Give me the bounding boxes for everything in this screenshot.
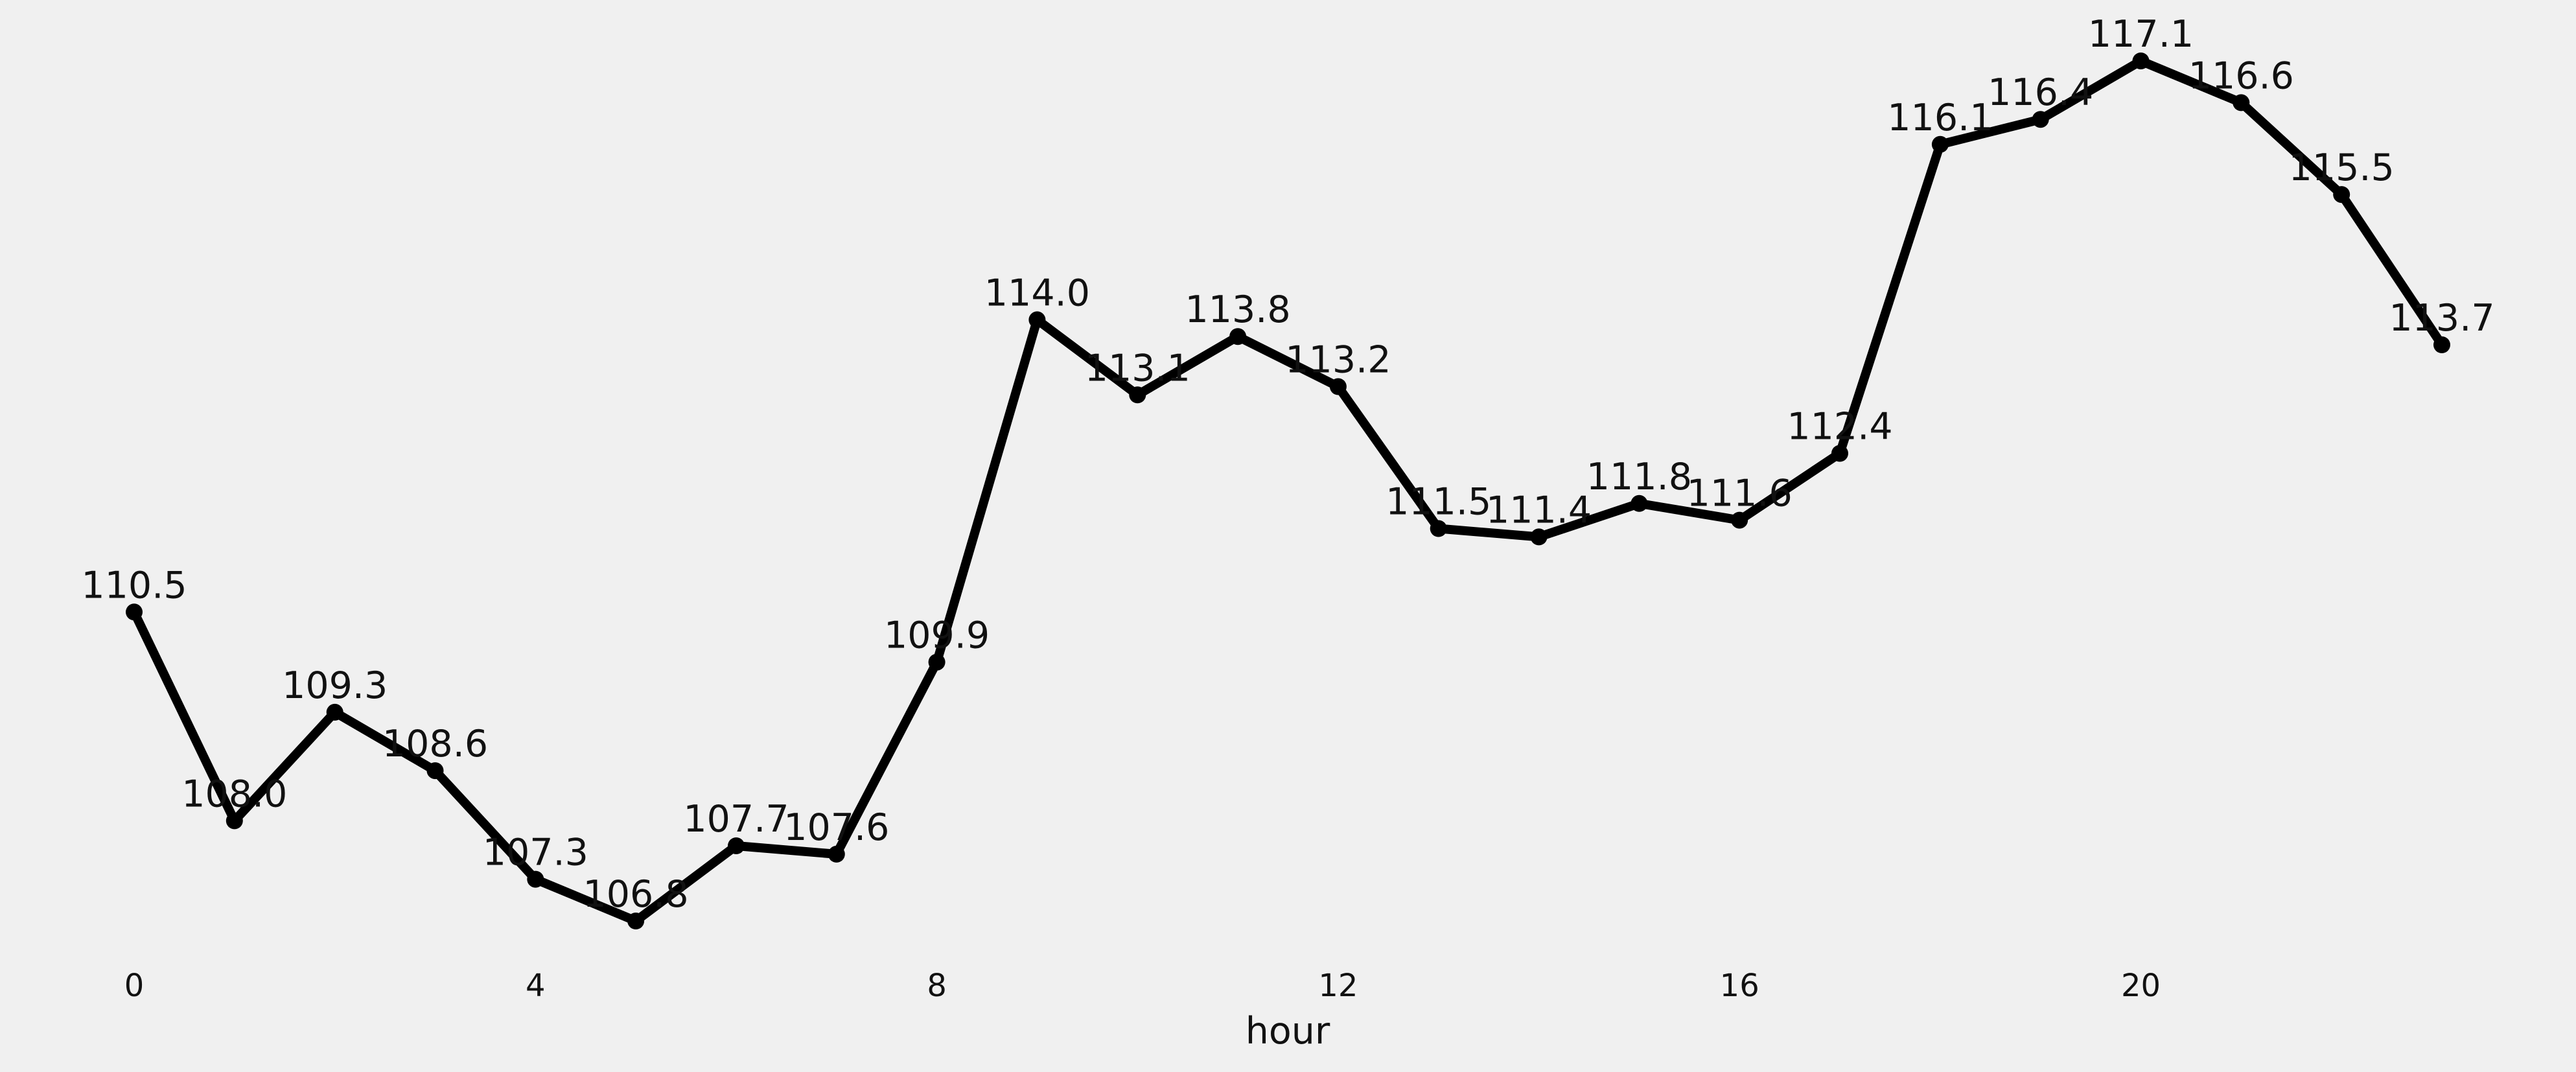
data-point (2233, 94, 2250, 111)
data-point (1831, 445, 1848, 462)
data-point (1530, 528, 1548, 546)
data-label: 113.1 (1085, 347, 1190, 390)
data-label: 114.0 (984, 272, 1090, 314)
data-label: 113.8 (1185, 288, 1291, 331)
data-point (627, 913, 645, 929)
data-label: 110.5 (81, 564, 187, 607)
x-tick-label: 16 (1720, 968, 1759, 1004)
data-label: 117.1 (2088, 13, 2194, 56)
series-line-layer (130, 56, 2446, 926)
data-label: 113.7 (2389, 297, 2494, 340)
data-point-layer (126, 52, 2450, 929)
data-point (1630, 495, 1648, 512)
x-tick-label: 12 (1318, 968, 1358, 1004)
data-point (1430, 520, 1447, 537)
data-label: 116.1 (1887, 97, 1993, 139)
data-label: 106.8 (583, 873, 689, 916)
data-label: 111.4 (1486, 489, 1592, 531)
data-label: 109.9 (884, 614, 990, 657)
data-label: 109.3 (282, 664, 388, 707)
data-label: 107.3 (483, 832, 588, 874)
data-label: 116.6 (2188, 54, 2294, 97)
series-line (130, 56, 2446, 926)
data-label: 116.4 (1988, 71, 2093, 114)
data-point (1229, 328, 1247, 345)
data-label: 107.7 (683, 798, 789, 841)
data-label: 112.4 (1787, 406, 1892, 449)
data-point (326, 703, 343, 721)
data-label: 108.0 (181, 773, 287, 815)
data-label: 113.2 (1285, 339, 1391, 382)
x-tick-label: 20 (2121, 968, 2161, 1004)
data-point (2333, 186, 2350, 204)
data-point (2433, 336, 2450, 353)
data-point (728, 837, 745, 854)
data-label: 111.5 (1386, 481, 1491, 524)
x-tick-label: 4 (526, 968, 546, 1004)
data-point (1731, 511, 1748, 529)
data-point (1129, 386, 1146, 404)
x-axis-ticks: 0 4 8 12 16 20 (124, 968, 2161, 1004)
x-tick-label: 8 (927, 968, 947, 1004)
data-label: 111.8 (1586, 456, 1692, 498)
data-point (426, 762, 444, 780)
x-axis-label: hour (1246, 1010, 1330, 1053)
data-point (828, 845, 845, 863)
data-point (1931, 135, 1949, 153)
x-tick-label: 0 (124, 968, 145, 1004)
data-point (226, 812, 243, 830)
data-label: 107.6 (783, 806, 889, 849)
data-point (928, 653, 946, 671)
data-label: 108.6 (382, 723, 488, 765)
data-point (1329, 378, 1347, 395)
data-point (2032, 111, 2049, 128)
data-point (527, 870, 544, 888)
data-label: 111.6 (1687, 472, 1793, 515)
data-point (126, 603, 143, 621)
data-point (2132, 52, 2150, 69)
data-point (1028, 311, 1046, 329)
data-label: 115.5 (2289, 146, 2395, 189)
